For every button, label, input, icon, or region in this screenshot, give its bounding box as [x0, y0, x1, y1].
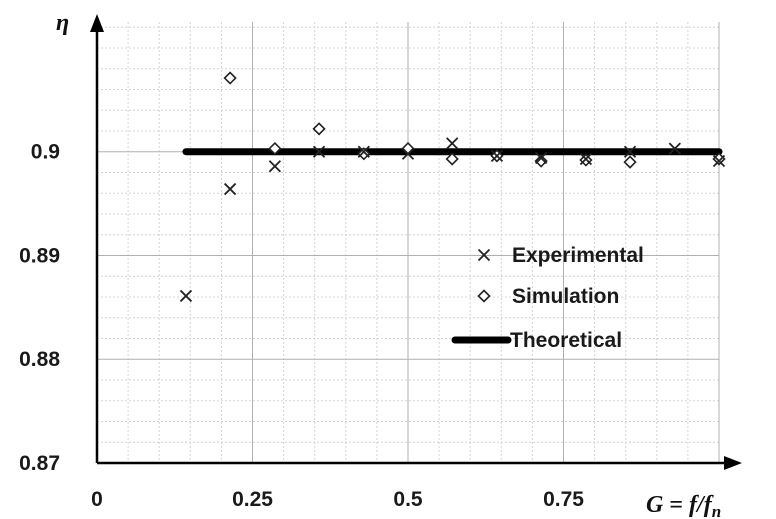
experimental-point: [446, 137, 459, 150]
x-axis-label-fn: f: [704, 492, 714, 518]
experimental-marker-stroke: [223, 182, 237, 196]
legend: Experimental Simulation Theoretical: [451, 244, 644, 352]
y-axis-label: η: [56, 10, 69, 36]
experimental-point: [534, 151, 548, 165]
experimental-point: [579, 152, 593, 166]
x-tick-label: 0: [91, 488, 103, 511]
experimental-point: [401, 147, 415, 160]
experimental-point: [268, 160, 282, 173]
experimental-marker-stroke: [312, 145, 326, 158]
x-axis-label-f: f: [689, 492, 699, 518]
simulation-point: [223, 71, 237, 85]
x-axis-label-slash: /: [695, 492, 706, 518]
experimental-marker-stroke: [401, 147, 415, 160]
x-tick-label: 0.5: [393, 488, 423, 511]
simulation-point: [623, 155, 637, 169]
experimental-marker-stroke: [179, 289, 193, 303]
experimental-marker-stroke: [490, 149, 504, 162]
experimental-point: [312, 145, 326, 158]
experimental-point: [223, 182, 237, 196]
y-axis-arrow: [90, 14, 104, 32]
x-tick-label: 0.75: [543, 488, 584, 511]
simulation-point: [312, 122, 326, 136]
axes: [90, 14, 742, 470]
experimental-point: [712, 154, 726, 168]
experimental-marker-stroke: [579, 152, 593, 166]
legend-label-theoretical: Theoretical: [510, 329, 622, 352]
minor-grid: [97, 22, 719, 463]
experimental-marker-stroke: [268, 160, 282, 173]
x-tick-label: 0.25: [232, 488, 273, 511]
experimental-point: [490, 149, 504, 162]
x-axis-label-lhs: G: [646, 492, 664, 518]
simulation-point: [445, 152, 459, 166]
x-axis-label: G = f/fn: [646, 492, 721, 519]
experimental-marker-stroke: [534, 151, 548, 165]
experimental-marker-stroke: [446, 137, 459, 150]
legend-experimental-symbol: [477, 248, 491, 262]
experimental-marker-stroke: [623, 145, 637, 158]
experimental-point: [623, 145, 637, 158]
simulation-point: [268, 141, 282, 156]
experimental-marker-stroke: [712, 154, 726, 168]
experimental-point: [179, 289, 193, 303]
y-tick-label: 0.88: [19, 348, 60, 371]
simulation-point: [357, 147, 371, 161]
experimental-marker-stroke: [477, 248, 491, 262]
y-tick-label: 0.9: [31, 141, 60, 164]
legend-label-simulation: Simulation: [512, 285, 619, 308]
y-tick-label: 0.89: [19, 244, 60, 267]
data-marks: [179, 71, 726, 303]
legend-simulation-symbol: [477, 289, 491, 303]
experimental-marker-stroke: [668, 142, 681, 155]
y-tick-label: 0.87: [19, 452, 60, 475]
simulation-point: [534, 154, 548, 168]
tick-labels: 0 0.25 0.5 0.75 0.87 0.88 0.89 0.9: [19, 141, 584, 511]
legend-label-experimental: Experimental: [512, 244, 644, 267]
x-axis-arrow: [724, 456, 742, 470]
x-axis-label-eq: =: [663, 492, 689, 518]
x-axis-label-sub: n: [712, 502, 721, 519]
experimental-point: [357, 145, 370, 158]
experimental-marker-stroke: [357, 145, 370, 158]
experimental-point: [668, 142, 681, 155]
